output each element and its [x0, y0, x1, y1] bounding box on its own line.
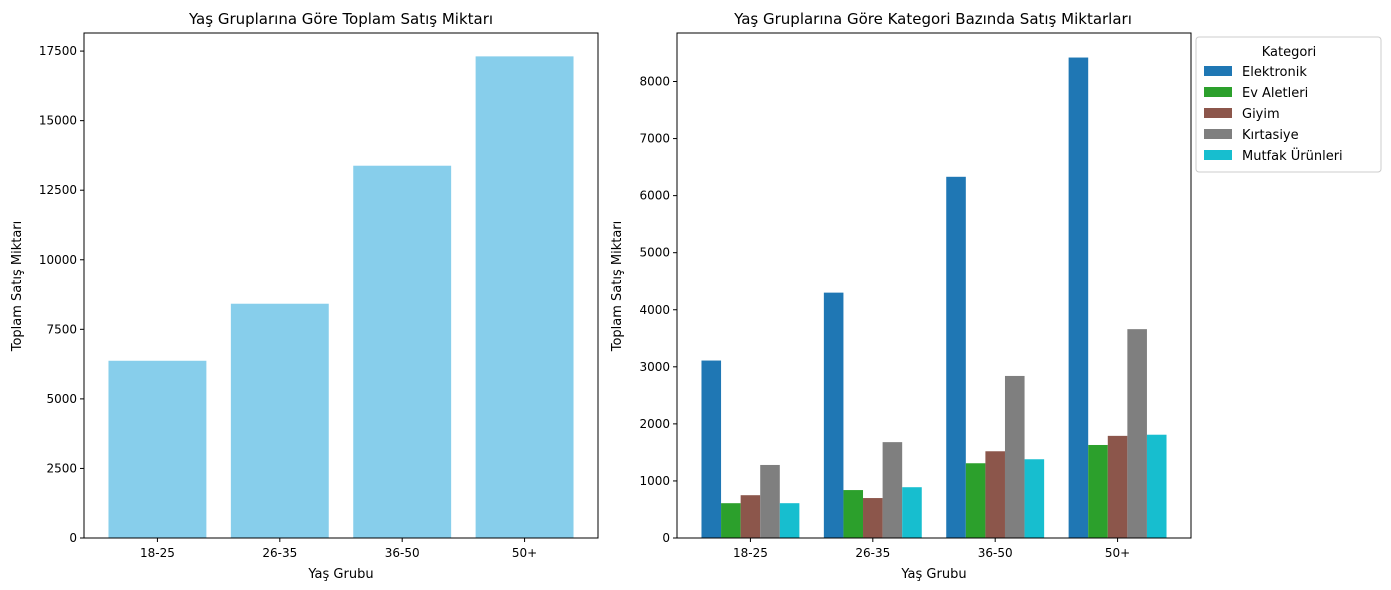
- legend-label: Kırtasiye: [1242, 128, 1299, 143]
- chart2-x-axis-label: Yaş Grubu: [900, 567, 966, 582]
- chart2-x-tick-label: 26-35: [855, 546, 890, 560]
- chart2-bar-26-35-giyim: [863, 498, 883, 538]
- legend-swatch: [1204, 129, 1232, 139]
- chart2-y-tick-label: 0: [662, 531, 670, 545]
- chart1-x-ticks: 18-25 26-35 36-50 50+: [140, 538, 537, 560]
- chart2-bars: [701, 57, 1167, 539]
- chart2-bar-36-50-kırtasiye: [1004, 375, 1025, 538]
- legend-label: Ev Aletleri: [1242, 86, 1308, 101]
- chart1-y-tick-label: 0: [69, 531, 77, 545]
- legend-title: Kategori: [1262, 45, 1317, 60]
- chart2-y-ticks: 0 1000 2000 3000 4000 5000 6000 7000 8000: [639, 75, 677, 545]
- legend-label: Giyim: [1242, 107, 1280, 122]
- chart1-y-tick-label: 10000: [39, 253, 77, 267]
- chart1-y-tick-label: 15000: [39, 114, 77, 128]
- chart2-bar-50+-elektronik: [1068, 57, 1089, 539]
- chart2-bar-50+-kırtasiye: [1127, 329, 1147, 538]
- chart2-bar-26-35-ev-aletleri: [843, 490, 864, 538]
- chart2-y-tick-label: 5000: [639, 246, 670, 260]
- chart2-y-tick-label: 4000: [639, 303, 670, 317]
- chart1-x-tick-label: 26-35: [262, 546, 297, 560]
- chart2-y-axis-label: Toplam Satış Miktarı: [610, 221, 625, 353]
- category-sales-chart: Yaş Gruplarına Göre Kategori Bazında Sat…: [610, 10, 1192, 582]
- chart1-bar-36-50: [353, 165, 452, 539]
- chart2-plot-frame: [676, 32, 1192, 539]
- chart1-x-axis-label: Yaş Grubu: [307, 567, 373, 582]
- chart1-y-ticks: 0 2500 5000 7500 10000 12500 15000 17500: [39, 44, 84, 545]
- chart1-y-tick-label: 2500: [46, 461, 77, 475]
- chart2-y-tick-label: 1000: [639, 474, 670, 488]
- chart2-x-ticks: 18-25 26-35 36-50 50+: [733, 538, 1130, 560]
- chart2-bar-26-35-mutfak-ürünleri: [902, 487, 922, 538]
- chart1-title: Yaş Gruplarına Göre Toplam Satış Miktarı: [188, 10, 493, 28]
- chart2-bar-18-25-ev-aletleri: [721, 503, 741, 538]
- chart2-y-tick-label: 8000: [639, 75, 670, 89]
- legend-swatch: [1204, 108, 1232, 118]
- chart1-y-tick-label: 5000: [46, 392, 77, 406]
- chart2-x-tick-label: 50+: [1105, 546, 1130, 560]
- chart1-x-tick-label: 18-25: [140, 546, 175, 560]
- chart2-bar-18-25-elektronik: [701, 360, 722, 538]
- chart2-x-tick-label: 18-25: [733, 546, 768, 560]
- chart2-bar-36-50-elektronik: [946, 176, 966, 538]
- chart2-bar-50+-mutfak-ürünleri: [1146, 434, 1167, 538]
- chart2-bar-50+-ev-aletleri: [1088, 444, 1108, 538]
- chart2-bar-18-25-giyim: [740, 495, 761, 538]
- legend-swatch: [1204, 66, 1232, 76]
- legend-label: Mutfak Ürünleri: [1242, 147, 1343, 164]
- chart2-y-tick-label: 7000: [639, 132, 670, 146]
- chart1-x-tick-label: 36-50: [385, 546, 420, 560]
- chart1-y-axis-label: Toplam Satış Miktarı: [10, 221, 25, 353]
- chart1-bar-50+: [475, 56, 574, 539]
- legend-items: Elektronik Ev Aletleri Giyim Kırtasiye Mutfa…: [1204, 65, 1343, 164]
- chart2-bar-36-50-giyim: [985, 451, 1005, 538]
- legend-swatch: [1204, 87, 1232, 97]
- chart1-bar-26-35: [230, 303, 329, 538]
- chart2-y-tick-label: 3000: [639, 360, 670, 374]
- legend: Kategori Elektronik Ev Aletleri Giyim Kırta…: [1195, 36, 1382, 173]
- legend-label: Elektronik: [1242, 65, 1307, 80]
- chart2-bar-18-25-mutfak-ürünleri: [779, 503, 800, 538]
- legend-swatch: [1204, 150, 1232, 160]
- chart1-bars: [108, 56, 574, 539]
- chart2-bar-50+-giyim: [1107, 435, 1128, 538]
- legend-frame: [1195, 36, 1382, 173]
- chart2-bar-26-35-kırtasiye: [882, 442, 903, 538]
- chart2-title: Yaş Gruplarına Göre Kategori Bazında Sat…: [733, 10, 1132, 28]
- chart1-y-tick-label: 17500: [39, 44, 77, 58]
- chart1-plot-frame: [83, 32, 599, 539]
- chart1-y-tick-label: 12500: [39, 183, 77, 197]
- chart2-bar-26-35-elektronik: [823, 292, 844, 538]
- chart2-y-tick-label: 2000: [639, 417, 670, 431]
- chart2-x-tick-label: 36-50: [978, 546, 1013, 560]
- chart1-y-tick-label: 7500: [46, 322, 77, 336]
- total-sales-chart: Yaş Gruplarına Göre Toplam Satış Miktarı…: [10, 10, 599, 582]
- chart2-bar-18-25-kırtasiye: [760, 464, 780, 538]
- chart2-bar-36-50-ev-aletleri: [965, 463, 986, 538]
- chart1-x-tick-label: 50+: [512, 546, 537, 560]
- chart2-y-tick-label: 6000: [639, 189, 670, 203]
- chart1-bar-18-25: [108, 360, 207, 538]
- chart2-bar-36-50-mutfak-ürünleri: [1024, 459, 1045, 538]
